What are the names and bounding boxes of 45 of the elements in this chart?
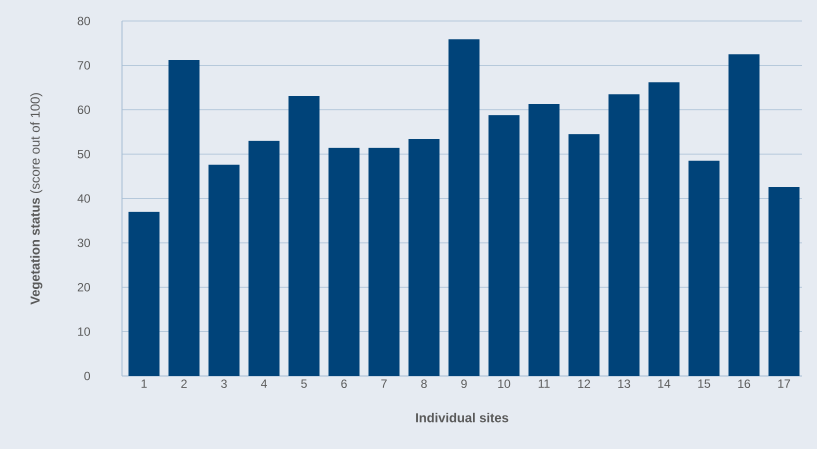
bar: [408, 139, 440, 376]
y-tick-label: 70: [78, 61, 90, 70]
x-tick-label: 7: [381, 380, 387, 388]
x-tick-label: 1: [142, 380, 147, 388]
x-tick-label: 4: [260, 380, 267, 388]
bar: [608, 94, 640, 376]
x-tick-label: 2: [181, 380, 187, 388]
x-tick-label: 9: [461, 380, 467, 388]
x-tick-label: 5: [301, 380, 307, 388]
bar: [768, 186, 800, 376]
y-tick-label: 50: [78, 150, 90, 158]
bar: [248, 140, 280, 376]
bar: [128, 212, 160, 376]
x-tick-label: 15: [698, 380, 710, 388]
bar: [288, 96, 320, 376]
bar: [168, 60, 200, 376]
y-tick-label: 20: [78, 283, 90, 292]
x-tick-label: 16: [738, 380, 750, 388]
x-tick-label: 10: [498, 380, 510, 388]
x-tick-label: 14: [658, 380, 670, 388]
x-tick-label: 17: [778, 380, 790, 388]
bar: [488, 115, 520, 376]
bar: [568, 134, 600, 376]
y-tick-label: 10: [78, 327, 90, 336]
bar: [688, 160, 720, 376]
x-tick-label: 11: [538, 380, 550, 388]
y-tick-label: 80: [78, 16, 90, 26]
bar: [648, 82, 680, 376]
bar: [728, 54, 760, 376]
x-tick-label: 13: [618, 380, 630, 388]
bar: [528, 104, 560, 376]
y-tick-label: 40: [77, 194, 90, 203]
x-tick-label: 12: [578, 380, 590, 388]
x-tick-label: 3: [221, 380, 227, 388]
x-axis-title: Individual sites: [416, 412, 508, 422]
x-tick-label: 6: [341, 380, 347, 388]
x-tick-label: 8: [421, 380, 427, 388]
y-tick-label: 0: [84, 372, 90, 380]
y-tick-label: 30: [78, 238, 90, 248]
bar: [328, 148, 360, 376]
y-axis-title: Vegetation status (score out of 100): [30, 93, 42, 305]
bar: [368, 148, 400, 376]
bar: [208, 164, 240, 376]
y-tick-label: 60: [78, 106, 90, 114]
bar: [448, 39, 480, 376]
